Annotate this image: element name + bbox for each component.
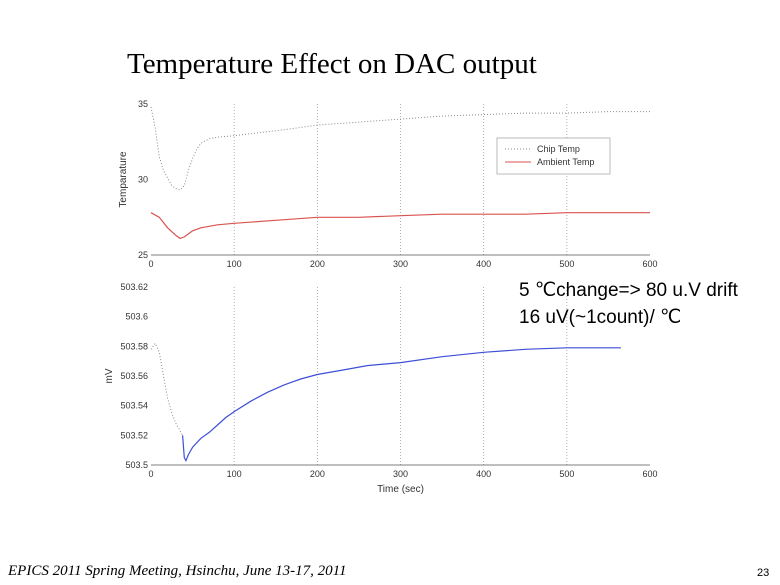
bottom-x-tick-label: 100 [227, 469, 242, 479]
bottom-x-tick-label: 0 [148, 469, 153, 479]
top-y-tick-label: 30 [138, 175, 148, 185]
legend-label: Ambient Temp [537, 157, 594, 167]
bottom-y-tick-label: 503.56 [120, 371, 148, 381]
bottom-x-tick-label: 400 [476, 469, 491, 479]
slide-title: Temperature Effect on DAC output [127, 48, 537, 80]
drift-note-line-2: 16 uV(~1count)/ ℃ [519, 307, 682, 328]
top-x-tick-label: 0 [148, 259, 153, 269]
legend-box [496, 137, 611, 175]
page-number: 23 [757, 567, 770, 579]
top-x-tick-label: 100 [227, 259, 242, 269]
bottom-y-tick-label: 503.58 [120, 341, 148, 351]
bottom-y-tick-label: 503.52 [120, 430, 148, 440]
top-y-tick-label: 25 [138, 250, 148, 260]
bottom-y-tick-label: 503.62 [120, 282, 148, 292]
top-x-tick-label: 600 [642, 259, 657, 269]
bottom-y-axis-label: mV [104, 368, 115, 383]
bottom-series-dac-output-line [182, 347, 621, 463]
bottom-chart: 0 100 200 300 400 500 600 503.5 503.52 503.54 503.… [104, 282, 658, 495]
bottom-x-tick-label: 200 [310, 469, 325, 479]
top-series-chip-temp-line [150, 106, 650, 191]
footer-text: EPICS 2011 Spring Meeting, Hsinchu, June… [8, 563, 347, 579]
bottom-x-tick-label: 600 [642, 469, 657, 479]
bottom-y-tick-label: 503.54 [120, 401, 148, 411]
bottom-x-tick-label: 500 [559, 469, 574, 479]
bottom-y-tick-label: 503.6 [125, 312, 148, 322]
top-series-ambient-temp-line [150, 212, 650, 240]
drift-note-line-1: 5 ℃change=> 80 u.V drift [519, 280, 738, 301]
top-x-tick-label: 200 [310, 259, 325, 269]
top-chart: 0 100 200 300 400 500 600 25 30 35 Temparature Chip… [118, 99, 658, 269]
legend-label: Chip Temp [537, 144, 580, 154]
bottom-series-initial-transient-line [150, 342, 184, 436]
bottom-x-axis-label: Time (sec) [377, 484, 424, 495]
top-x-tick-label: 300 [393, 259, 408, 269]
top-x-tick-label: 500 [559, 259, 574, 269]
top-x-tick-label: 400 [476, 259, 491, 269]
bottom-y-tick-label: 503.5 [125, 460, 148, 470]
top-y-axis-label: Temparature [118, 151, 129, 208]
top-y-tick-label: 35 [138, 99, 148, 109]
bottom-x-tick-label: 300 [393, 469, 408, 479]
